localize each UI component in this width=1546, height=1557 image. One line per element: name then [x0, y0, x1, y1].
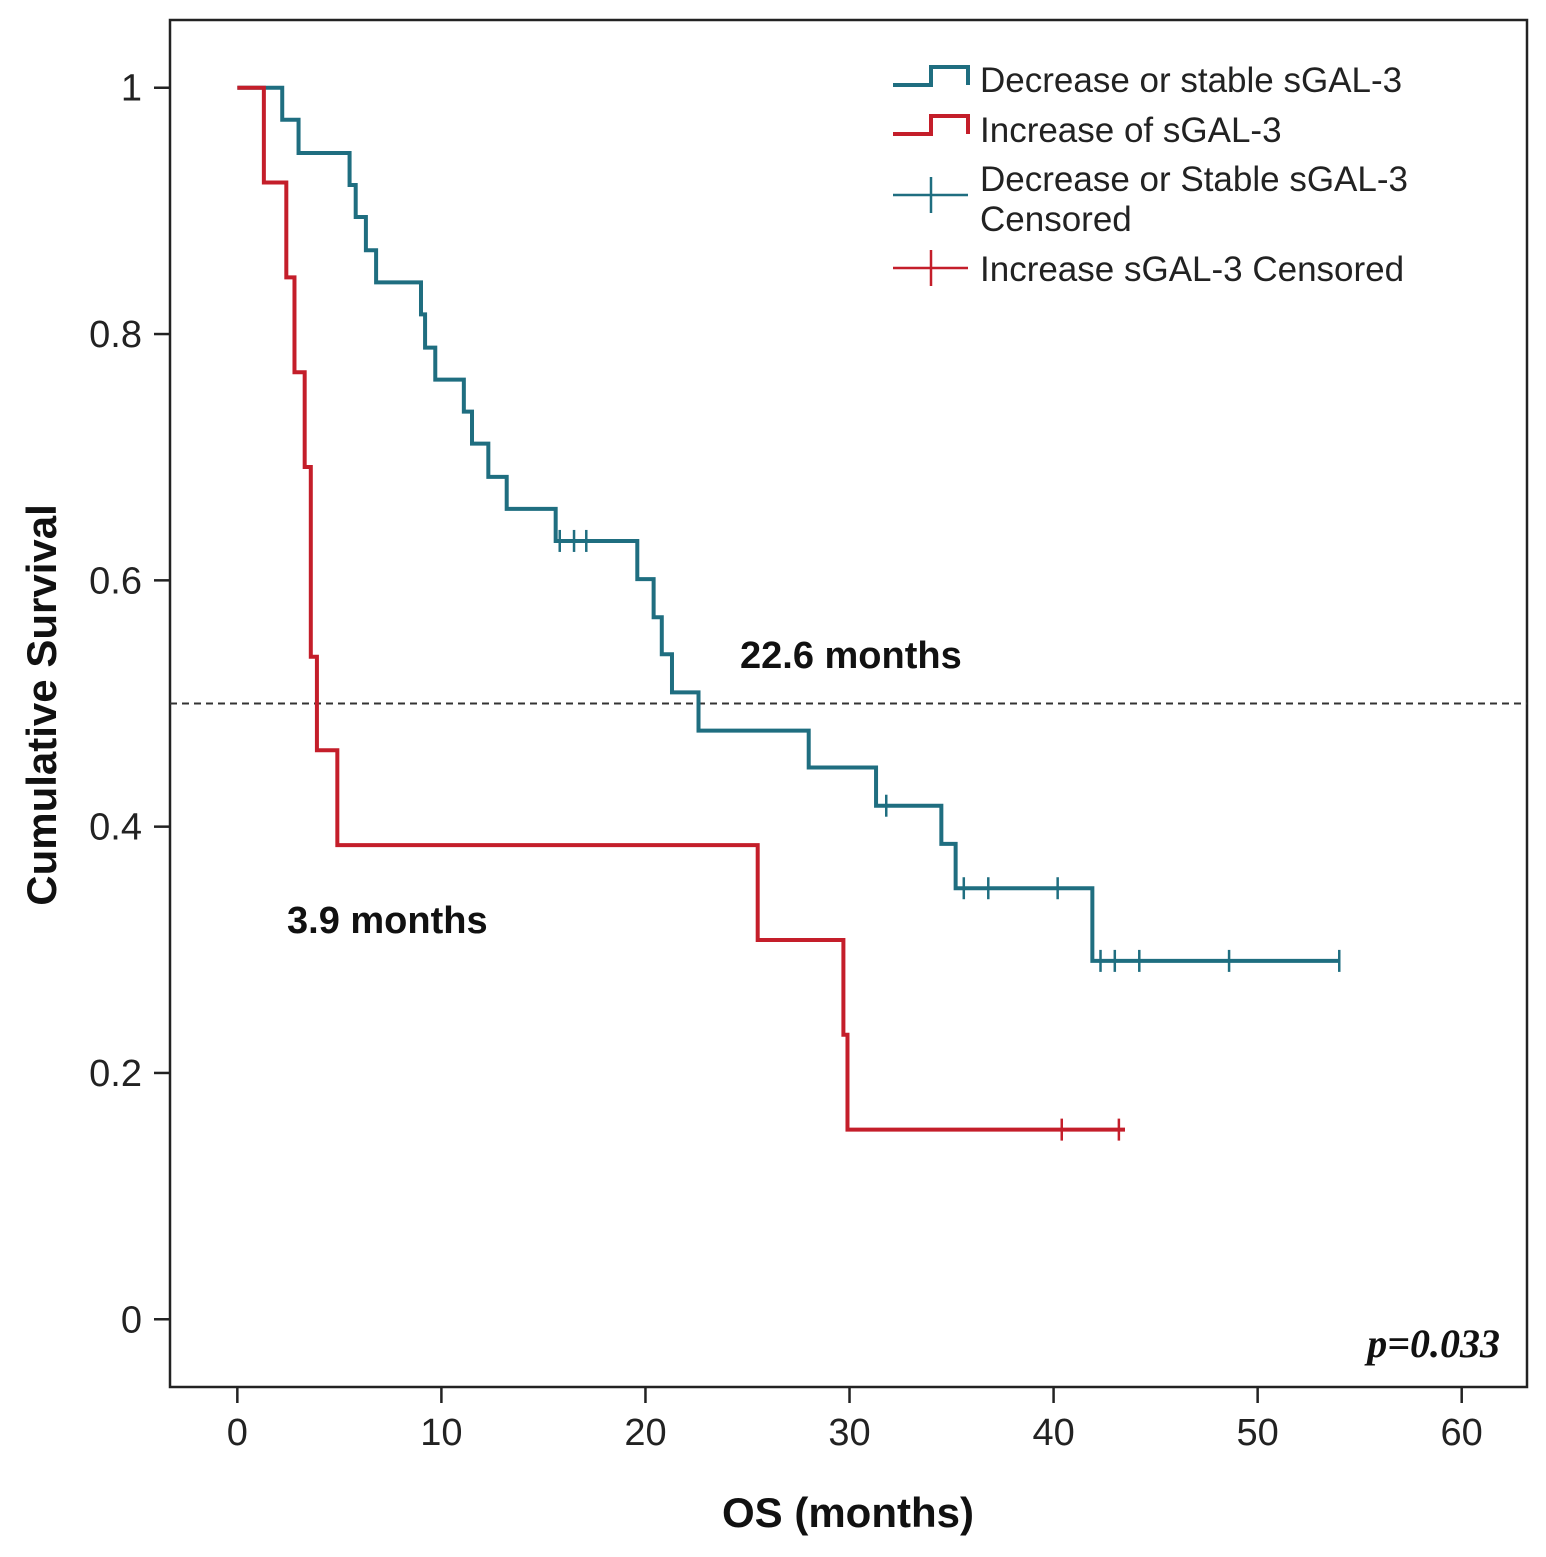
legend-label-decrease-stable: Decrease or stable sGAL-3	[980, 61, 1402, 100]
survival-curve-increase	[237, 85, 1125, 1132]
legend-label-increase: Increase of sGAL-3	[980, 111, 1282, 150]
median-annotation-increase: 3.9 months	[287, 900, 488, 942]
p-value-annotation: p=0.033	[1364, 1321, 1500, 1366]
y-tick-label: 0.2	[89, 1053, 142, 1095]
y-tick-label: 0.4	[89, 807, 142, 849]
legend-label-decrease-stable-censored-line1: Decrease or Stable sGAL-3	[980, 160, 1408, 199]
x-tick-label: 10	[420, 1412, 462, 1454]
y-tick-label: 1	[121, 68, 142, 110]
legend-symbol-decrease-stable-censored	[893, 177, 968, 213]
x-tick-label: 50	[1237, 1412, 1279, 1454]
legend: Decrease or stable sGAL-3 Increase of sG…	[893, 61, 1408, 289]
y-axis-title: Cumulative Survival	[18, 504, 65, 905]
legend-label-increase-censored: Increase sGAL-3 Censored	[980, 250, 1404, 289]
median-annotation-decrease-stable: 22.6 months	[740, 635, 962, 677]
x-tick-label: 0	[227, 1412, 248, 1454]
x-tick-label: 20	[624, 1412, 666, 1454]
legend-symbol-increase-censored	[893, 250, 968, 286]
y-tick-label: 0.6	[89, 560, 142, 602]
survival-curve-decrease-stable	[237, 85, 1340, 963]
y-tick-label: 0	[121, 1299, 142, 1341]
x-tick-label: 30	[828, 1412, 870, 1454]
legend-label-decrease-stable-censored-line2: Censored	[980, 200, 1132, 239]
x-axis-title: OS (months)	[722, 1489, 974, 1536]
legend-symbol-increase	[893, 114, 970, 136]
legend-symbol-decrease-stable	[893, 65, 970, 87]
x-tick-label: 40	[1032, 1412, 1074, 1454]
x-tick-label: 60	[1441, 1412, 1483, 1454]
y-tick-label: 0.8	[89, 314, 142, 356]
